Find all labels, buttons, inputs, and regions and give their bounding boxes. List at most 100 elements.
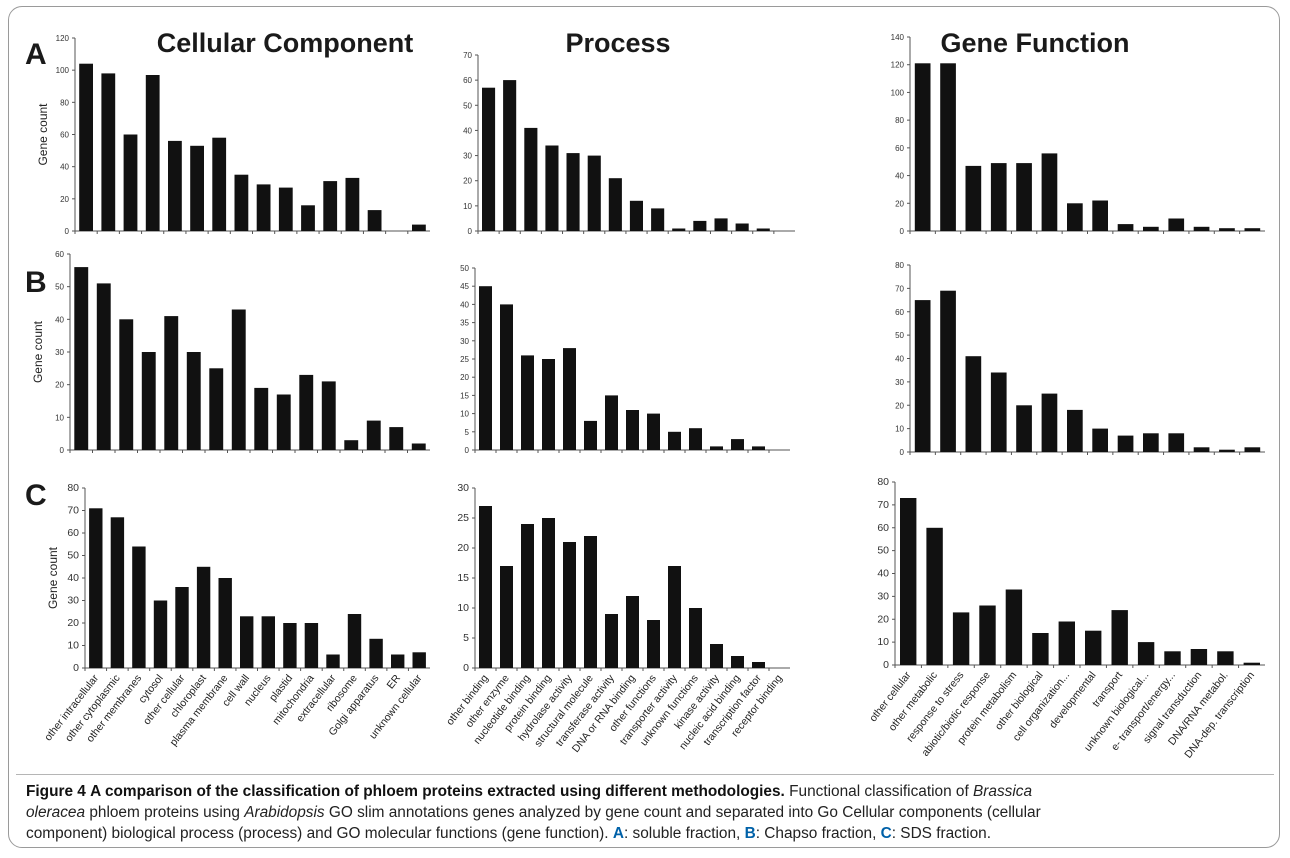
panel-c-process-bar-other-functions [647,620,660,668]
panel-a-cellular-component-bar-nucleus [256,184,271,231]
panel-a-gene-function-y-tick-label: 120 [891,61,905,70]
panel-a-gene-function-y-tick-label: 0 [900,227,905,236]
panel-c-gene-function-bar-signal-transduction [1190,649,1208,665]
panel-c-gene-function-bar-response-to-stress [952,612,970,665]
panel-a-cellular-component-y-tick-label: 0 [65,227,70,236]
caption-line-3: component) biological process (process) … [26,823,1266,844]
caption-text-4: component) biological process (process) … [26,825,613,842]
panel-c-cellular-component-bar-plastid [283,623,297,668]
panel-a-cellular-component-bar-cytosol [145,75,160,231]
row-label-c: C [25,479,47,512]
panel-c-process-bar-structural-molecule [584,536,597,668]
panel-c-gene-function-bar-other-metabolic [926,527,943,666]
panel-b-gene-function-bar-dna-rna-metabol [1219,449,1235,452]
column-title-cellular-component: Cellular Component [157,28,414,58]
panel-a-gene-function-bar-developmental [1092,200,1108,231]
caption-figure-label: Figure 4 [26,783,86,800]
figure-caption: Figure 4 A comparison of the classificat… [16,774,1274,846]
panel-b-process-bar-kinase-activity [710,446,723,450]
panel-a-cellular-component-bar-other-intracellular [79,63,93,232]
panel-c-gene-function-bar-other-cellular [900,498,917,665]
panel-c-gene-function-bar-dna-rna-metabol [1217,651,1234,665]
panel-b-process-y-tick-label: 15 [460,391,469,400]
panel-b-gene-function-y-tick-label: 20 [895,401,904,410]
panel-b-gene-function-y-tick-label: 10 [895,425,904,434]
panel-b-cellular-component-bar-nucleus [254,387,269,450]
panel-a-cellular-component-bar-other-membranes [123,134,138,231]
panel-c-process-y-tick-label: 5 [463,632,469,644]
panel-b-cellular-component-y-tick-label: 60 [55,250,64,259]
panel-a-cellular-component-y-tick-label: 100 [56,66,70,75]
panel-b-cellular-component-y-tick-label: 10 [55,413,64,422]
panel-a-process-bar-other-binding [482,87,496,231]
figure-frame [8,6,1280,848]
panel-b-process-y-tick-label: 0 [465,446,470,455]
panel-b-process-bar-structural-molecule [584,420,597,450]
panel-a-gene-function-bar-dna-rna-metabol [1219,228,1235,231]
panel-a-gene-function-bar-response-to-stress [965,165,982,231]
panel-c-cellular-component-bar-other-cytoplasmic [110,517,125,669]
panel-c-cellular-component-y-tick-label: 0 [73,662,79,674]
panel-a-cellular-component: 0 20 40 60 80 100 120 Gene count [36,34,430,236]
column-title-process: Process [565,28,670,58]
caption-line-1: Figure 4 A comparison of the classificat… [26,781,1266,802]
panel-b-process-y-tick-label: 35 [460,319,469,328]
panel-a-process-bar-dna-or-rna-binding [629,200,643,231]
panel-a-process-y-tick-label: 50 [463,101,472,110]
panel-c-gene-function-y-tick-label: 50 [877,545,889,557]
row-label-a: A [25,38,47,71]
panel-a-gene-function-bar-other-metabolic [940,63,956,231]
panel-c-process-bar-nucleic-acid-binding [731,656,744,668]
panel-a-process-bar-transferase-activity [608,178,622,231]
panel-c-cellular-component-y-tick-label: 50 [67,550,79,562]
panel-c-cellular-component-bar-nucleus [261,616,275,669]
panel-b-cellular-component-bar-other-intracellular [74,267,89,450]
panel-c-gene-function-y-tick-label: 10 [877,636,889,648]
panel-c-gene-function-bar-unknown-biological [1137,642,1155,665]
panel-b-cellular-component-bar-cytosol [141,352,156,450]
caption-text-a: : soluble fraction, [623,825,745,842]
panel-a-cellular-component-ylabel: Gene count [36,103,50,166]
panel-c-cellular-component-bar-cell-wall [240,616,254,669]
category-label-er: ER [385,672,404,691]
panel-b-gene-function-bar-protein-metabolism [1016,405,1032,453]
panel-a-process-bar-kinase-activity [714,218,728,231]
panel-c-cellular-component-y-tick-label: 20 [67,617,79,629]
panel-a-process-y-tick-label: 40 [463,126,472,135]
panel-b-cellular-component-bar-golgi-apparatus [366,420,381,450]
panel-b-cellular-component-bar-plasma-membrane [209,368,224,450]
panel-a-cellular-component-y-tick-label: 20 [60,195,69,204]
panel-b-cellular-component-y-tick-label: 20 [55,381,64,390]
panel-a-process-y-tick-label: 0 [468,227,473,236]
panel-a-gene-function-bar-protein-metabolism [1016,163,1032,231]
panel-a-process-y-tick-label: 30 [463,152,472,161]
panel-c-process-bar-hydrolase-activity [563,542,576,668]
panel-c-cellular-component-ylabel: Gene count [46,546,60,609]
panel-b-gene-function-bar-other-biological [1041,393,1058,452]
panel-b-process-bar-protein-binding [542,359,555,450]
panel-a-process-bar-protein-binding [545,145,559,231]
panel-b-cellular-component-y-tick-label: 40 [55,315,64,324]
panel-a-gene-function-y-tick-label: 60 [895,144,904,153]
panel-c-gene-function-y-tick-label: 30 [877,590,889,602]
panel-b-gene-function-y-tick-label: 80 [895,261,904,270]
panel-b-cellular-component-y-tick-label: 0 [60,446,65,455]
panel-c-process-bar-transcription-factor [752,662,765,668]
panel-c-gene-function-bar-abiotic-biotic-response [979,605,996,665]
panel-b-gene-function-bar-transport [1117,435,1134,452]
panel-a-cellular-component-bar-ribosome [345,177,360,231]
panel-b-process-y-tick-label: 40 [460,300,469,309]
panel-b-gene-function-bar-unknown-biological [1143,433,1159,452]
panel-b-cellular-component-bar-extracellular [321,381,336,450]
panel-c-cellular-component-y-tick-label: 80 [67,482,79,494]
caption-key-b: B [744,825,756,842]
panel-b-gene-function-bar-cell-organization [1067,409,1083,452]
caption-text-c: : SDS fraction. [891,825,991,842]
panel-b-process-y-tick-label: 50 [460,264,469,273]
panel-c-process-y-tick-label: 10 [457,602,469,614]
panel-b-process-bar-nucleic-acid-binding [731,439,744,450]
panel-a-gene-function: 0 20 40 60 80 100 120 140 [891,33,1265,236]
panel-c-cellular-component-bar-extracellular [326,654,340,668]
panel-b-cellular-component-bar-chloroplast [186,352,201,450]
